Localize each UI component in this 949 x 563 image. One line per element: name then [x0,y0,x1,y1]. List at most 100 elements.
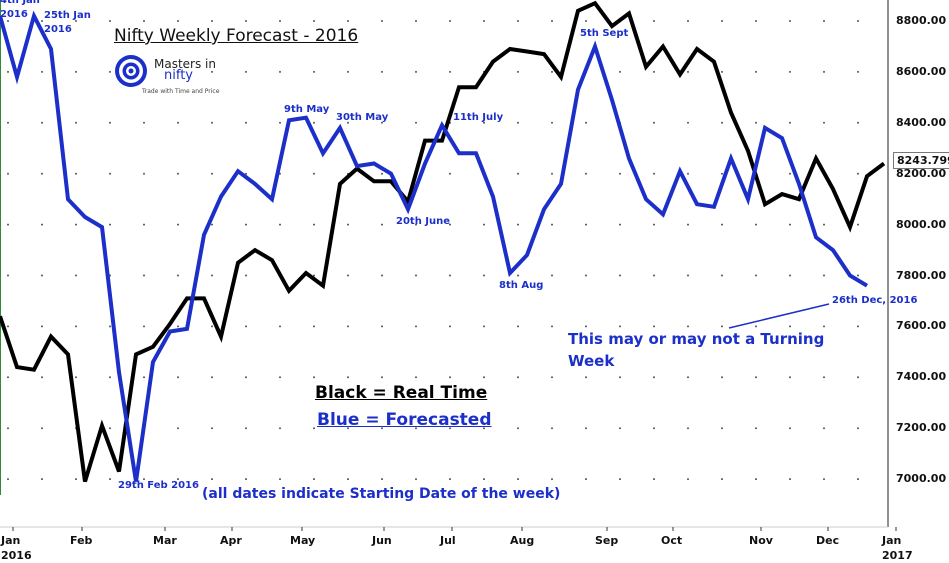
note-line-1: This may or may not a Turning [568,330,825,348]
logo-name-sub: nifty [164,68,193,83]
grid-dot [857,427,859,430]
grid-dot [41,376,43,379]
grid-dot [619,478,621,481]
grid-dot [551,274,553,277]
grid-dot [517,325,519,328]
grid-dot [347,70,349,73]
grid-dot [789,20,791,22]
grid-dot [551,376,553,379]
grid-dot [517,70,519,73]
grid-dot [585,172,587,175]
grid-dot [857,274,859,277]
grid-dot [585,20,587,22]
grid-dot [857,172,859,175]
grid-dot [381,172,383,175]
x-tick-label: Dec [816,534,840,547]
grid-dot [517,121,519,124]
y-tick-label: 7400.00 [896,370,947,384]
grid-dot [517,274,519,277]
grid-dot [211,70,213,73]
grid-dot [653,376,655,379]
grid-dot [755,20,757,22]
grid-dot [449,223,451,226]
turning-week-note: This may or may not a Turning Week [568,328,824,372]
grid-dot [75,376,77,379]
grid-dot [483,478,485,481]
grid-dot [789,376,791,379]
grid-dot [687,274,689,277]
grid-dot [653,121,655,124]
grid-dot [449,427,451,430]
grid-dot [41,121,43,124]
annotation-label: 5th Sept [580,27,629,39]
grid-dot [755,223,757,226]
x-axis-ticks [12,527,897,531]
grid-dot [619,325,621,328]
grid-dot [279,223,281,226]
x-tick-label: Aug [510,534,535,547]
grid-dot [41,427,43,430]
grid-dot [347,20,349,22]
grid-dot [415,427,417,430]
grid-dot [653,223,655,226]
grid-dot [143,274,145,277]
grid-dot [449,274,451,277]
grid-dot [687,223,689,226]
grid-dot [789,274,791,277]
grid-dot [721,223,723,226]
grid-dot [109,172,111,175]
grid-dot [789,223,791,226]
grid-dot [143,121,145,124]
annotation-label: 4th Jan 2016 [0,0,40,20]
grid-dot [245,20,247,22]
grid-dot [245,70,247,73]
note-line-2: Week [568,352,615,370]
y-tick-label: 8800.00 [896,14,947,27]
grid-dot [823,70,825,73]
annotation-label: 8th Aug [499,279,544,291]
grid-dot [653,478,655,481]
grid-dot [585,376,587,379]
grid-dot [177,121,179,124]
grid-dot [177,376,179,379]
grid-dot [313,376,315,379]
grid-dot [313,274,315,277]
grid-dot [279,20,281,22]
grid-dot [619,70,621,73]
grid-dot [7,223,9,226]
annotation-label: 9th May [284,104,330,116]
grid-dot [381,427,383,430]
grid-dot [687,121,689,124]
grid-dot [143,376,145,379]
grid-dot [75,274,77,277]
grid-dot [211,325,213,328]
grid-dot [245,172,247,175]
grid-dot [313,70,315,73]
grid-dot [517,427,519,430]
grid-dot [687,70,689,73]
grid-dot [483,223,485,226]
grid-dot [483,325,485,328]
grid-dot [721,427,723,430]
grid-dot [823,478,825,481]
grid-dot [823,427,825,430]
x-tick-label: Jun [372,534,392,547]
grid-dot [857,376,859,379]
grid-dot [109,478,111,481]
grid-dot [75,223,77,226]
grid-dot [75,325,77,328]
grid-dot [619,427,621,430]
grid-dot [517,172,519,175]
grid-dot [857,121,859,124]
grid-dot [313,172,315,175]
annotation-label: 20th June [396,216,451,228]
grid-dot [687,478,689,481]
grid-dot [721,376,723,379]
grid-dot [41,274,43,277]
grid-dot [177,20,179,22]
x-tick-label: Oct [661,534,683,547]
grid-dot [619,376,621,379]
grid-dot [755,274,757,277]
grid-dot [211,223,213,226]
grid-dot [177,70,179,73]
